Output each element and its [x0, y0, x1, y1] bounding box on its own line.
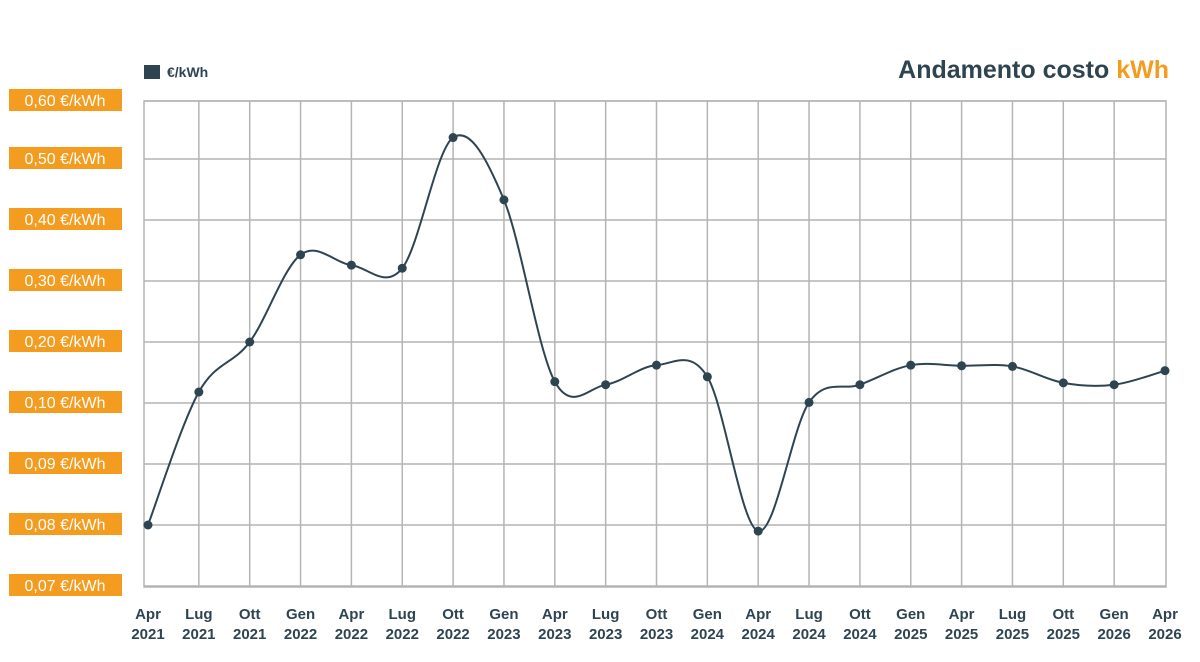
data-point	[1007, 361, 1017, 371]
data-point	[652, 360, 661, 370]
data-point	[855, 380, 865, 390]
grid	[144, 100, 1166, 587]
x-tick-label: Gen 2024	[691, 606, 725, 643]
y-tick-label: 0,60 €/kWh	[25, 93, 106, 110]
data-point	[550, 377, 560, 387]
x-tick-label: Apr 2023	[538, 606, 571, 643]
x-tick-label: Apr 2024	[742, 606, 776, 643]
data-point	[1109, 380, 1119, 390]
y-tick-label: 0,30 €/kWh	[25, 273, 106, 290]
data-point	[346, 260, 356, 270]
x-tick-label: Lug 2021	[182, 606, 215, 643]
y-tick-label: 0,07 €/kWh	[25, 578, 106, 595]
y-tick-label: 0,09 €/kWh	[25, 456, 106, 473]
chart-title-main: Andamento costo	[898, 56, 1116, 84]
x-tick-label: Apr 2026	[1148, 606, 1181, 643]
data-point	[804, 397, 814, 407]
data-point	[702, 372, 712, 382]
data-point	[397, 263, 407, 273]
x-tick-label: Lug 2023	[589, 606, 622, 643]
data-point	[448, 133, 458, 143]
x-tick-label: Lug 2024	[792, 606, 826, 643]
x-tick-label: Apr 2025	[945, 606, 978, 643]
y-tick-badge	[9, 391, 122, 413]
y-tick-badge	[9, 574, 122, 596]
x-tick-label: Ott 2021	[233, 606, 266, 643]
y-tick: 0,60 €/kWh	[9, 89, 122, 111]
y-tick-label: 0,20 €/kWh	[25, 334, 106, 351]
x-tick-label: Apr 2021	[131, 606, 164, 643]
x-tick-label: Gen 2023	[487, 606, 520, 643]
data-point	[194, 387, 204, 397]
x-tick-label: Ott 2022	[436, 606, 469, 643]
data-point	[296, 250, 306, 260]
data-point	[957, 361, 967, 371]
y-tick-label: 0,40 €/kWh	[25, 212, 106, 229]
y-axis: 0,07 €/kWh 0,08 €/kWh 0,09 €/kWh 0,10 €/kWh…	[9, 89, 122, 596]
y-tick: 0,50 €/kWh	[9, 147, 122, 169]
y-tick: 0,09 €/kWh	[9, 452, 122, 474]
y-tick-label: 0,08 €/kWh	[25, 517, 106, 534]
data-point	[1160, 366, 1170, 376]
y-tick-badge	[9, 513, 122, 535]
x-axis: Apr 2021 Lug 2021 Ott 2021 Gen 2022 Apr 2022 Lug 20…	[131, 606, 1181, 643]
x-tick-label: Lug 2022	[386, 606, 419, 643]
y-tick: 0,30 €/kWh	[9, 269, 122, 291]
x-tick-label: Gen 2026	[1097, 606, 1130, 643]
y-tick-label: 0,10 €/kWh	[25, 395, 106, 412]
y-tick-badge	[9, 89, 122, 111]
y-tick-badge	[9, 330, 122, 352]
x-tick-label: Apr 2022	[335, 606, 368, 643]
y-tick-badge	[9, 208, 122, 230]
series-markers	[143, 133, 1170, 536]
plot-area-frame	[143, 100, 1167, 588]
y-tick: 0,20 €/kWh	[9, 330, 122, 352]
y-tick: 0,40 €/kWh	[9, 208, 122, 230]
data-point	[601, 380, 611, 390]
y-tick: 0,07 €/kWh	[9, 574, 122, 596]
x-tick-label: Gen 2025	[894, 606, 927, 643]
x-tick-label: Gen 2022	[284, 606, 317, 643]
legend-label: €/kWh	[167, 64, 208, 80]
chart-title: Andamento costo kWh	[898, 56, 1169, 84]
legend-swatch	[144, 65, 160, 79]
y-tick-label: 0,50 €/kWh	[25, 151, 106, 168]
x-tick-label: Lug 2025	[996, 606, 1029, 643]
data-point	[906, 360, 916, 370]
data-point	[499, 195, 509, 205]
y-tick-badge	[9, 269, 122, 291]
legend: €/kWh	[144, 64, 208, 80]
y-tick: 0,08 €/kWh	[9, 513, 122, 535]
x-tick-label: Ott 2024	[843, 606, 877, 643]
data-point	[753, 526, 763, 536]
x-tick-label: Ott 2025	[1047, 606, 1080, 643]
data-point	[143, 520, 153, 530]
x-tick-label: Ott 2023	[640, 606, 673, 643]
y-tick: 0,10 €/kWh	[9, 391, 122, 413]
y-tick-badge	[9, 452, 122, 474]
y-tick-badge	[9, 147, 122, 169]
data-point	[1058, 378, 1068, 388]
data-point	[245, 337, 255, 347]
chart-title-accent: kWh	[1116, 56, 1169, 84]
